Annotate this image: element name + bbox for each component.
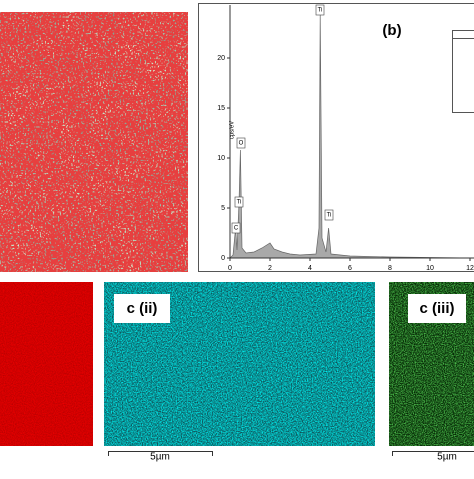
y-tick-label: 5 (221, 205, 225, 212)
x-tick-label: 2 (268, 265, 272, 272)
scale-bar-label: 5µm (150, 452, 170, 463)
peak-label: O (239, 141, 244, 147)
x-tick-label: 8 (388, 265, 392, 272)
x-tick-label: 10 (426, 265, 434, 272)
x-tick-label: 0 (228, 265, 232, 272)
y-tick-label: 20 (217, 55, 225, 62)
map-label: c (iii) (419, 300, 454, 317)
peak-label: Ti (327, 213, 332, 219)
map-c-i-texture (0, 282, 93, 446)
peak-label: Ti (318, 8, 323, 14)
panel-label: (b) (382, 22, 401, 39)
y-tick-label: 15 (217, 105, 225, 112)
map-label: c (ii) (127, 300, 158, 317)
x-tick-label: 12 (466, 265, 474, 272)
y-tick-label: 10 (217, 155, 225, 162)
scale-bar-label: 5µm (437, 452, 457, 463)
peak-label: C (234, 226, 239, 232)
x-tick-label: 4 (308, 265, 312, 272)
x-tick-label: 6 (348, 265, 352, 272)
sem-dots (0, 12, 188, 272)
peak-label: Ti (237, 200, 242, 206)
y-tick-label: 0 (221, 255, 225, 262)
scale-bar (393, 452, 474, 457)
